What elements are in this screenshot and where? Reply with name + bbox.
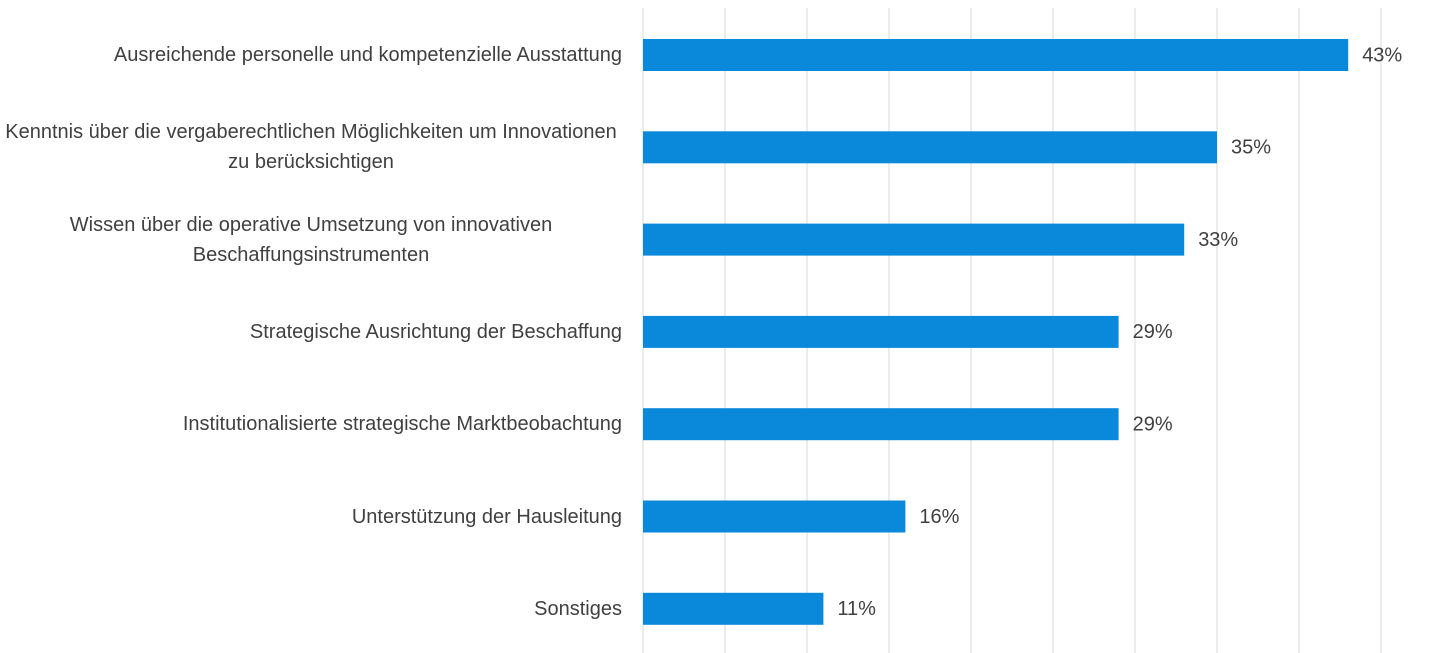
y-tick-label: Wissen über die operative Umsetzung von … <box>69 213 553 266</box>
bar <box>643 408 1119 441</box>
y-tick-label: Unterstützung der Hausleitung <box>351 505 622 528</box>
y-tick-label-box: Wissen über die operative Umsetzung von … <box>0 200 622 280</box>
y-tick-label-box: Ausreichende personelle und kompetenziel… <box>0 15 622 95</box>
y-tick-label: Strategische Ausrichtung der Beschaffung <box>249 320 622 343</box>
bar <box>643 315 1119 348</box>
bar <box>643 500 906 533</box>
y-tick-label-box: Unterstützung der Hausleitung <box>0 477 622 557</box>
y-tick-label-box: Institutionalisierte strategische Marktb… <box>0 384 622 464</box>
y-tick-label-box: Strategische Ausrichtung der Beschaffung <box>0 292 622 372</box>
data-label: 29% <box>1133 321 1173 343</box>
bar <box>643 39 1349 71</box>
data-label: 29% <box>1133 413 1173 435</box>
data-label: 33% <box>1198 229 1238 251</box>
data-label: 11% <box>837 598 876 620</box>
data-label: 43% <box>1362 44 1402 66</box>
data-label: 16% <box>919 506 959 528</box>
y-tick-label: Ausreichende personelle und kompetenziel… <box>113 44 622 66</box>
bar <box>643 131 1217 164</box>
data-label: 35% <box>1231 137 1271 159</box>
bar <box>643 592 824 625</box>
bar <box>643 223 1185 256</box>
y-tick-label-box: Sonstiges <box>0 569 622 649</box>
y-tick-label-box: Kenntnis über die vergaberechtlichen Mög… <box>0 107 622 187</box>
y-tick-label: Sonstiges <box>534 597 622 620</box>
y-tick-label: Institutionalisierte strategische Marktb… <box>182 413 622 436</box>
y-tick-label: Kenntnis über die vergaberechtlichen Mög… <box>5 121 617 174</box>
